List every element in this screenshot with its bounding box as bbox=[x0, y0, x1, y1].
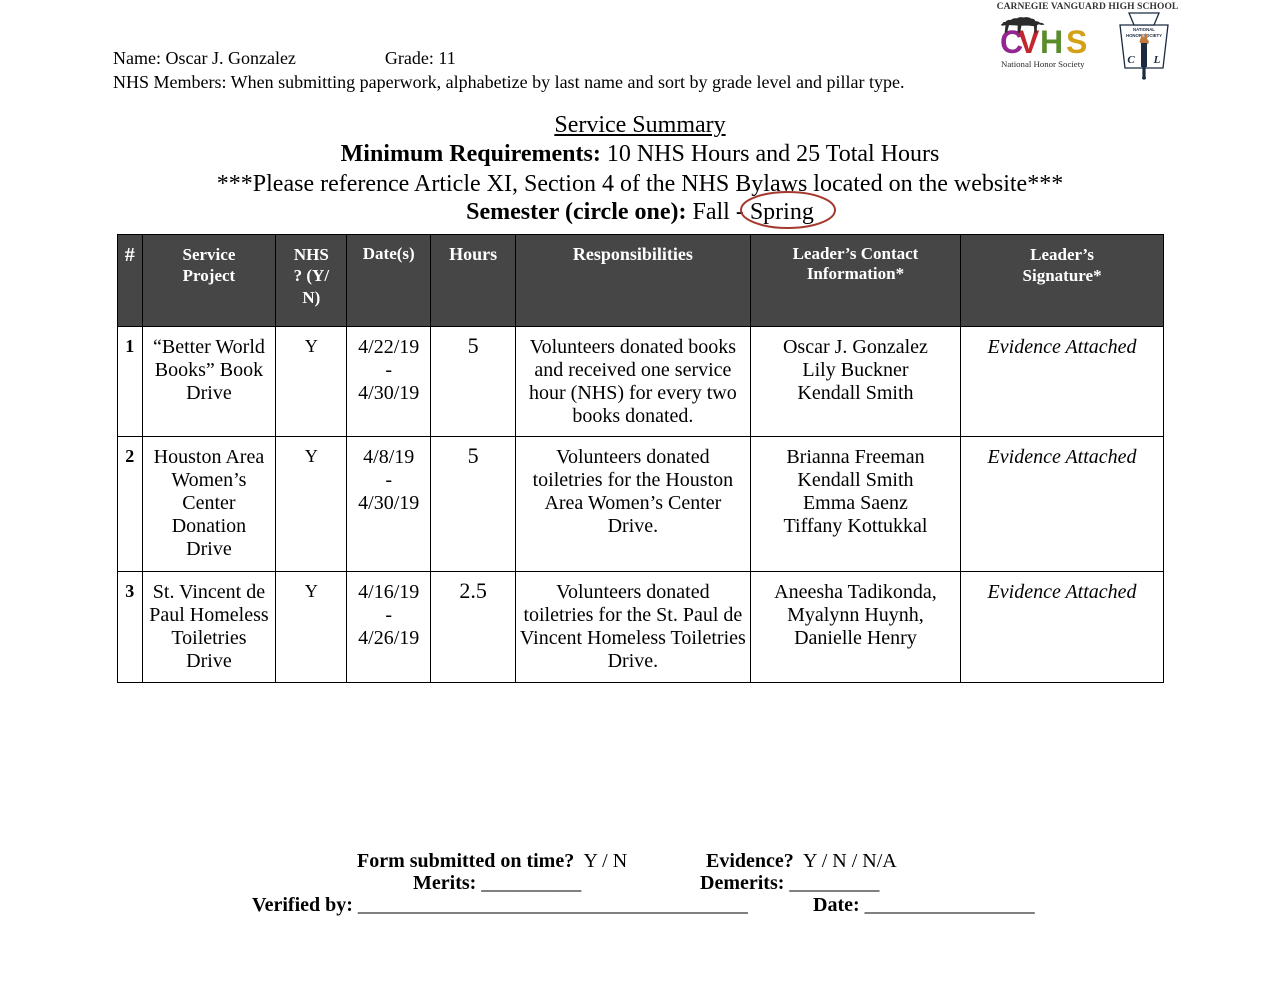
svg-text:S: S bbox=[1066, 24, 1087, 60]
svg-text:C: C bbox=[1127, 54, 1135, 66]
svg-text:NATIONAL: NATIONAL bbox=[1133, 27, 1155, 32]
svg-text:H: H bbox=[1040, 24, 1063, 60]
svg-text:L: L bbox=[1153, 54, 1161, 66]
svg-text:National Honor Society: National Honor Society bbox=[1001, 59, 1085, 69]
